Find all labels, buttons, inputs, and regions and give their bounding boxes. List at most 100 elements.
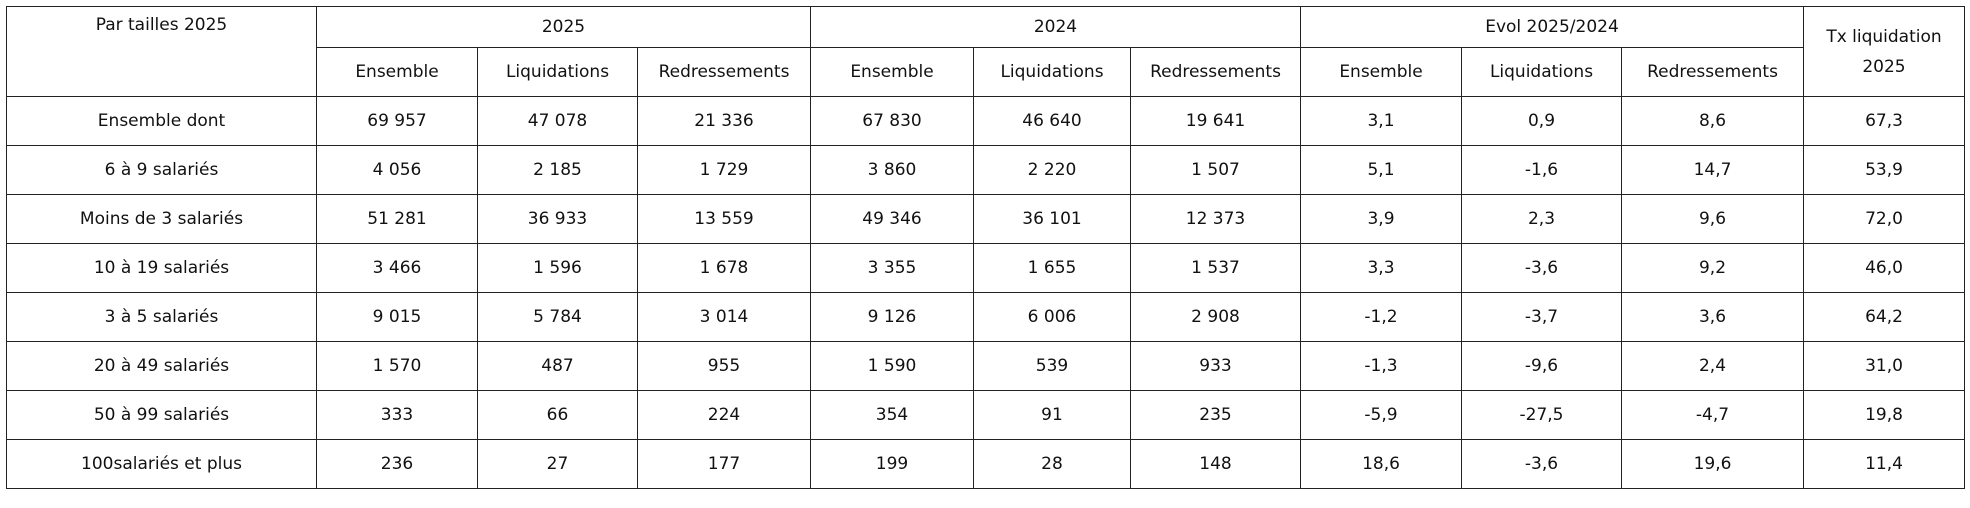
corner-header: Par tailles 2025 — [6, 6, 317, 97]
column-header: Liquidations — [973, 47, 1131, 97]
cell: 0,9 — [1461, 96, 1622, 146]
cell: 1 507 — [1130, 145, 1301, 195]
cell: 14,7 — [1621, 145, 1804, 195]
data-row: Ensemble dont 69 957 47 078 21 336 67 830 46 … — [6, 96, 1965, 146]
cell: 19,6 — [1621, 439, 1804, 489]
cell: 3,6 — [1621, 292, 1804, 342]
cell: 12 373 — [1130, 194, 1301, 244]
column-header: Redressements — [1130, 47, 1301, 97]
cell: 19,8 — [1803, 390, 1965, 440]
cell: 3,9 — [1300, 194, 1462, 244]
cell: 487 — [477, 341, 638, 391]
table-body: Ensemble dont 69 957 47 078 21 336 67 830 46 … — [6, 96, 1965, 489]
column-header: Ensemble — [810, 47, 974, 97]
cell: 31,0 — [1803, 341, 1965, 391]
cell: -1,3 — [1300, 341, 1462, 391]
cell: 9 015 — [316, 292, 478, 342]
cell: 1 655 — [973, 243, 1131, 293]
column-header: Liquidations — [1461, 47, 1622, 97]
cell: -9,6 — [1461, 341, 1622, 391]
row-label: 6 à 9 salariés — [6, 145, 317, 195]
cell: 2,3 — [1461, 194, 1622, 244]
cell: 235 — [1130, 390, 1301, 440]
cell: 1 729 — [637, 145, 811, 195]
cell: -3,6 — [1461, 243, 1622, 293]
cell: 46,0 — [1803, 243, 1965, 293]
cell: 67 830 — [810, 96, 974, 146]
cell: 224 — [637, 390, 811, 440]
data-table: Par tailles 2025 2025 2024 Evol 2025/2024 Tx… — [6, 6, 1965, 489]
table-head: Par tailles 2025 2025 2024 Evol 2025/2024 Tx… — [6, 6, 1965, 97]
cell: 3,3 — [1300, 243, 1462, 293]
cell: 18,6 — [1300, 439, 1462, 489]
cell: 8,6 — [1621, 96, 1804, 146]
cell: 1 537 — [1130, 243, 1301, 293]
cell: 955 — [637, 341, 811, 391]
group-header: Evol 2025/2024 — [1300, 6, 1804, 48]
cell: 46 640 — [973, 96, 1131, 146]
column-header: Liquidations — [477, 47, 638, 97]
subheader-row: Ensemble Liquidations Redressements Ensembl… — [7, 47, 1965, 97]
cell: 933 — [1130, 341, 1301, 391]
cell: 2,4 — [1621, 341, 1804, 391]
data-row: Moins de 3 salariés 51 281 36 933 13 559 49 … — [6, 194, 1965, 244]
cell: 36 101 — [973, 194, 1131, 244]
cell: 333 — [316, 390, 478, 440]
row-label: 20 à 49 salariés — [6, 341, 317, 391]
cell: -3,6 — [1461, 439, 1622, 489]
cell: 67,3 — [1803, 96, 1965, 146]
column-header: Ensemble — [1300, 47, 1462, 97]
cell: -4,7 — [1621, 390, 1804, 440]
cell: 1 596 — [477, 243, 638, 293]
cell: 3 860 — [810, 145, 974, 195]
cell: -3,7 — [1461, 292, 1622, 342]
cell: 3 466 — [316, 243, 478, 293]
column-header: Redressements — [637, 47, 811, 97]
cell: 51 281 — [316, 194, 478, 244]
cell: -5,9 — [1300, 390, 1462, 440]
data-row: 50 à 99 salariés 333 66 224 354 91 235 -5,9 -27,… — [6, 390, 1965, 440]
cell: 2 220 — [973, 145, 1131, 195]
cell: 28 — [973, 439, 1131, 489]
cell: 9,6 — [1621, 194, 1804, 244]
cell: 53,9 — [1803, 145, 1965, 195]
row-label: 50 à 99 salariés — [6, 390, 317, 440]
cell: 3 355 — [810, 243, 974, 293]
cell: 47 078 — [477, 96, 638, 146]
cell: 3,1 — [1300, 96, 1462, 146]
group-header: 2024 — [810, 6, 1301, 48]
cell: 236 — [316, 439, 478, 489]
cell: 91 — [973, 390, 1131, 440]
data-row: 10 à 19 salariés 3 466 1 596 1 678 3 355 1 65… — [6, 243, 1965, 293]
group-header: 2025 — [316, 6, 811, 48]
cell: 9,2 — [1621, 243, 1804, 293]
cell: 64,2 — [1803, 292, 1965, 342]
cell: 2 185 — [477, 145, 638, 195]
cell: 148 — [1130, 439, 1301, 489]
data-row: 6 à 9 salariés 4 056 2 185 1 729 3 860 2 220 1… — [6, 145, 1965, 195]
cell: 354 — [810, 390, 974, 440]
cell: -27,5 — [1461, 390, 1622, 440]
data-row: 100salariés et plus 236 27 177 199 28 148 18,6-… — [6, 439, 1965, 489]
row-label: 3 à 5 salariés — [6, 292, 317, 342]
cell: 13 559 — [637, 194, 811, 244]
cell: 9 126 — [810, 292, 974, 342]
header-row: Par tailles 2025 2025 2024 Evol 2025/2024 Tx… — [6, 6, 1965, 97]
cell: 19 641 — [1130, 96, 1301, 146]
cell: -1,6 — [1461, 145, 1622, 195]
cell: 1 570 — [316, 341, 478, 391]
cell: 72,0 — [1803, 194, 1965, 244]
row-label: Ensemble dont — [6, 96, 317, 146]
data-row: 20 à 49 salariés 1 570 487 955 1 590 539 933 -1… — [6, 341, 1965, 391]
cell: 36 933 — [477, 194, 638, 244]
data-row: 3 à 5 salariés 9 015 5 784 3 014 9 126 6 006 2… — [6, 292, 1965, 342]
cell: 49 346 — [810, 194, 974, 244]
row-label: 10 à 19 salariés — [6, 243, 317, 293]
column-header: Redressements — [1621, 47, 1804, 97]
row-label: Moins de 3 salariés — [6, 194, 317, 244]
cell: 539 — [973, 341, 1131, 391]
cell: 27 — [477, 439, 638, 489]
cell: 6 006 — [973, 292, 1131, 342]
cell: 1 590 — [810, 341, 974, 391]
